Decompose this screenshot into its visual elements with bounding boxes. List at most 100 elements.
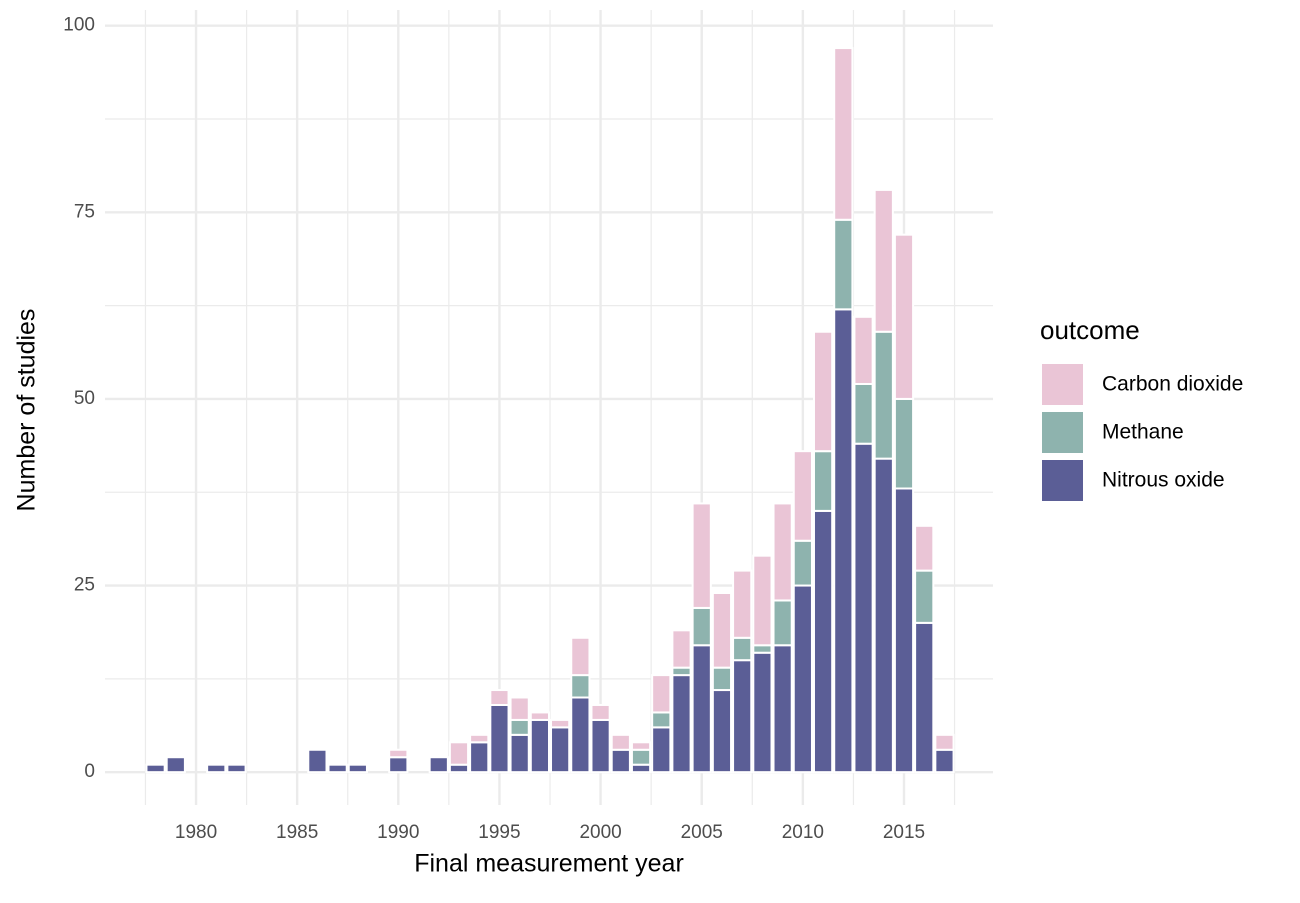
bar-segment (509, 696, 530, 721)
x-tick-label: 2000 (579, 822, 621, 843)
bar-segment (772, 502, 793, 602)
bar-segment (550, 726, 571, 774)
bar-segment (590, 703, 611, 721)
y-axis-title: Number of studies (13, 309, 41, 512)
bar-segment (448, 741, 470, 766)
bar-segment (833, 47, 854, 221)
bar-segment (347, 763, 368, 774)
bar-segment (206, 763, 227, 774)
legend-title: outcome (1040, 315, 1140, 345)
bar-segment (893, 397, 915, 490)
bar-segment (934, 748, 955, 774)
bar-segment (529, 718, 550, 774)
x-tick-label: 2010 (782, 822, 824, 843)
y-tick-label: 100 (63, 15, 95, 36)
bar-segment (853, 442, 874, 774)
bar-segment (489, 703, 510, 774)
bar-segment (327, 763, 348, 774)
bar-segment (630, 741, 652, 751)
bar-segment (914, 524, 935, 572)
bar-segment (873, 457, 894, 774)
bar-segment (691, 644, 712, 774)
bar-segment (509, 733, 530, 774)
bar-segment (772, 644, 793, 774)
bar-segment (651, 674, 672, 714)
legend-key (1042, 364, 1083, 405)
bar-segment (691, 606, 712, 647)
bar-segment (812, 450, 834, 512)
bar-segment (853, 382, 874, 445)
y-tick-label: 75 (74, 201, 95, 222)
bar-segment (630, 748, 652, 766)
bar-segment (388, 748, 409, 759)
bar-segment (792, 450, 813, 542)
bar-segment (812, 509, 834, 774)
bar-segment (914, 621, 935, 774)
bar-segment (489, 689, 510, 706)
bar-segment (732, 569, 753, 639)
bar-segment (165, 756, 186, 774)
bar-segment (691, 502, 712, 609)
bar-segment (226, 763, 247, 774)
legend-key (1042, 460, 1083, 501)
bar-segment (792, 584, 813, 774)
bar-segment (307, 748, 328, 774)
bar-segment (469, 741, 490, 774)
legend-label: Nitrous oxide (1102, 469, 1225, 492)
bar-segment (732, 659, 753, 774)
bar-segment (651, 711, 672, 729)
bar-segment (570, 674, 591, 699)
bar-segment (752, 554, 773, 647)
bar-segment (448, 763, 470, 774)
y-tick-label: 0 (84, 761, 95, 782)
bar-segment (671, 629, 692, 669)
bar-segment (671, 666, 692, 677)
bar-segment (509, 718, 530, 736)
legend-key (1042, 412, 1083, 453)
bar-segment (388, 756, 409, 774)
y-tick-label: 50 (74, 388, 95, 409)
bar-segment (590, 718, 611, 774)
bar-segment (671, 674, 692, 774)
bar-segment (550, 718, 571, 729)
bar-segment (812, 330, 834, 453)
bar-segment (610, 748, 631, 774)
bar-segment (752, 651, 773, 774)
y-tick-label: 25 (74, 575, 95, 596)
bar-segment (873, 330, 894, 460)
bar-segment (711, 666, 733, 692)
bar-segment (630, 763, 652, 774)
x-tick-label: 2015 (883, 822, 925, 843)
bar-segment (651, 726, 672, 774)
bar-segment (893, 233, 915, 400)
legend-label: Methane (1102, 421, 1184, 444)
bar-segment (732, 636, 753, 662)
x-tick-label: 2005 (681, 822, 723, 843)
x-tick-label: 1990 (377, 822, 419, 843)
legend-label: Carbon dioxide (1102, 373, 1243, 396)
bar-segment (570, 696, 591, 774)
x-tick-label: 1985 (276, 822, 318, 843)
bar-segment (934, 733, 955, 751)
bar-segment (711, 689, 733, 774)
bar-segment (772, 599, 793, 647)
bar-segment (833, 218, 854, 311)
bar-segment (792, 539, 813, 587)
bar-segment (873, 188, 894, 333)
bar-segment (428, 756, 449, 774)
bar-segment (610, 733, 631, 751)
bar-segment (469, 733, 490, 744)
bar-segment (752, 644, 773, 654)
bar-segment (853, 315, 874, 385)
bar-segment (833, 308, 854, 774)
bar-segment (711, 592, 733, 669)
x-axis-title: Final measurement year (414, 850, 684, 878)
x-tick-label: 1980 (175, 822, 217, 843)
bar-segment (529, 711, 550, 721)
x-tick-label: 1995 (478, 822, 520, 843)
bar-segment (893, 487, 915, 774)
bar-segment (570, 636, 591, 677)
bar-segment (145, 763, 166, 774)
bar-segment (914, 569, 935, 624)
